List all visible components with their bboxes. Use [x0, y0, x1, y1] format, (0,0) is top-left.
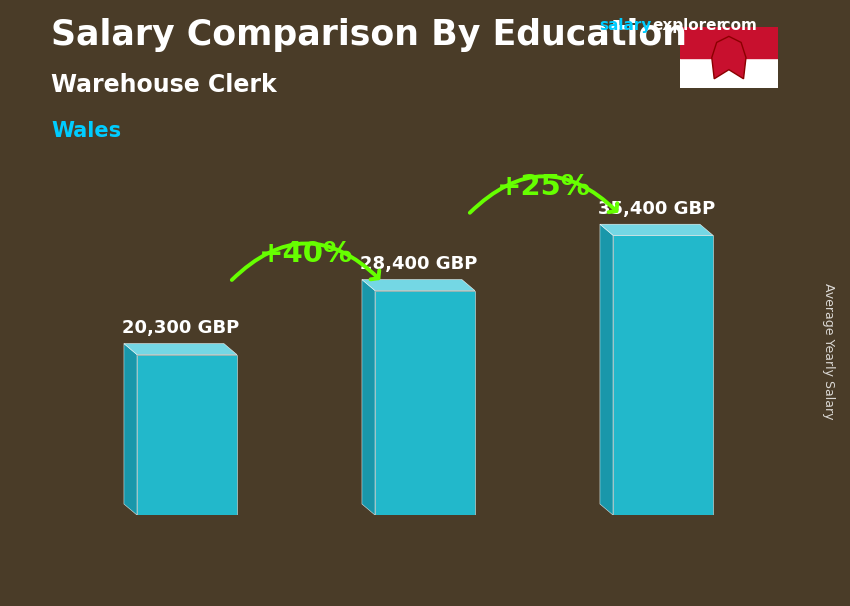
Polygon shape — [711, 36, 746, 79]
Bar — [137, 355, 237, 515]
Text: .com: .com — [717, 18, 757, 33]
Polygon shape — [362, 279, 375, 515]
Text: salary: salary — [599, 18, 652, 33]
Text: Salary Comparison By Education: Salary Comparison By Education — [51, 18, 687, 52]
Text: Wales: Wales — [51, 121, 121, 141]
Bar — [613, 235, 713, 515]
Polygon shape — [124, 344, 137, 515]
Text: 35,400 GBP: 35,400 GBP — [598, 200, 715, 218]
Text: Warehouse Clerk: Warehouse Clerk — [51, 73, 277, 97]
Polygon shape — [600, 224, 713, 235]
Bar — [375, 291, 475, 515]
Polygon shape — [124, 344, 237, 355]
Text: Average Yearly Salary: Average Yearly Salary — [822, 283, 836, 420]
Text: 20,300 GBP: 20,300 GBP — [122, 319, 239, 338]
Bar — [680, 27, 778, 58]
Text: explorer: explorer — [653, 18, 725, 33]
Polygon shape — [362, 279, 475, 291]
Text: +40%: +40% — [259, 240, 353, 268]
Bar — [680, 58, 778, 88]
Text: +25%: +25% — [497, 173, 591, 201]
Text: 28,400 GBP: 28,400 GBP — [360, 255, 477, 273]
Polygon shape — [600, 224, 613, 515]
